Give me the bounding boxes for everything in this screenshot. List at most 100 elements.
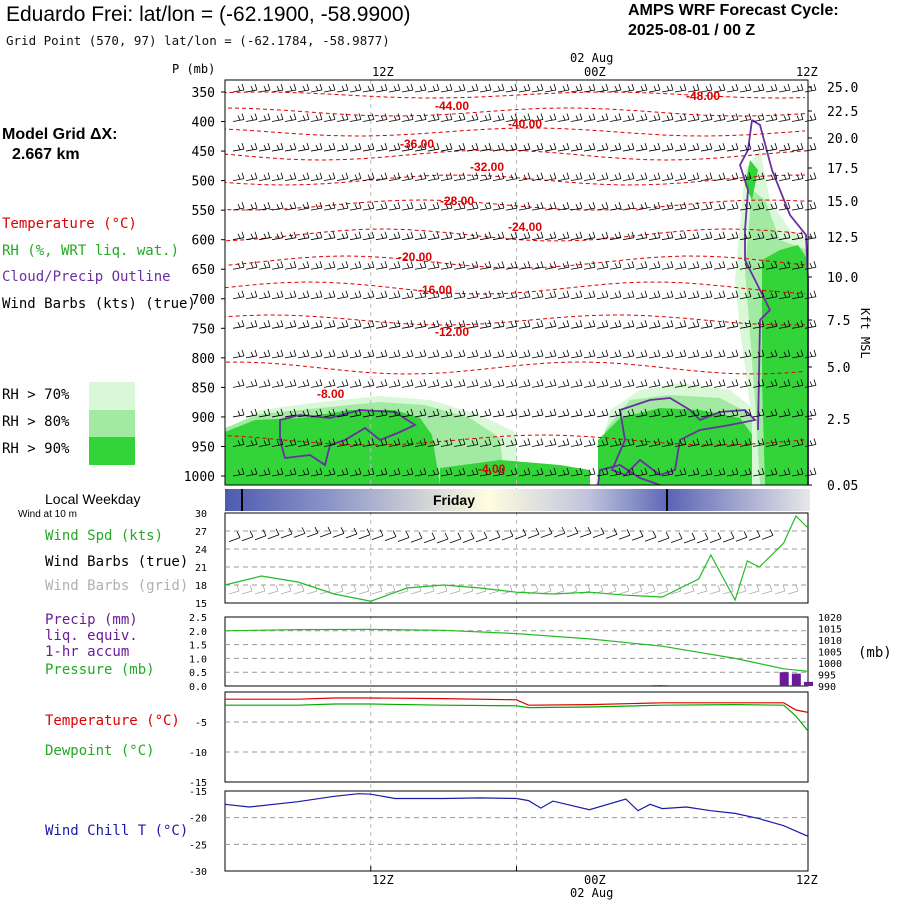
legend-rh90-label: RH > 90% [2,441,70,457]
precip-panel-tick-label: 0.5 [189,668,207,679]
height-tick-label: 7.5 [827,314,850,329]
isotherm-8 [224,281,806,295]
wind-barb-row-2 [232,142,817,152]
label-wind-barbs-grid: Wind Barbs (grid) [45,578,189,594]
wind-barb-row-4 [232,202,817,211]
wind-barb-row-11 [232,408,817,418]
windchill-panel-tick-label: -30 [189,867,207,878]
legend-cloud: Cloud/Precip Outline [2,269,171,285]
wind-speed-line [224,514,809,602]
windchill-panel-tick-label: -20 [189,814,207,825]
top-date-label: 02 Aug [570,51,614,65]
bottom-date-label: 02 Aug [570,886,614,900]
precip-bar [804,681,813,686]
grid-point-label: Grid Point (570, 97) lat/lon = (-62.1784… [6,33,390,48]
surface-barbs-grid [228,584,799,595]
temperature-panel-frame [224,691,809,783]
isotherm-label: -12.00 [435,325,469,339]
weekday-name: Friday [433,492,475,508]
isotherm-5 [224,199,806,211]
rh-region-9 [762,245,808,485]
wind-barb-row-13 [232,467,817,477]
precip-panel-tick-label: 1.0 [189,654,207,665]
pressure-tick-label: 600 [192,234,215,249]
height-tick-label: 22.5 [827,105,858,120]
rh-region-3 [440,460,590,485]
label-temperature: Temperature (°C) [45,713,180,729]
wind-panel-tick-label: 18 [195,581,207,592]
wind-barb-row-0 [232,83,817,93]
isotherm-label: -48.00 [686,89,720,103]
isotherm-label: -20.00 [398,250,432,264]
temperature-line [225,697,809,713]
wind-barb-row-9 [232,349,817,359]
precip-panel-tick-label: 2.5 [189,613,207,624]
pressure-tick-label: 700 [192,293,215,308]
isotherm-label: -8.00 [317,387,345,401]
height-tick-label: 2.5 [827,413,850,428]
legend-rh70-swatch [89,382,135,410]
station-title: Eduardo Frei: lat/lon = (-62.1900, -58.9… [6,3,411,26]
legend-rh70-label: RH > 70% [2,387,70,403]
pressure-tick-label: 990 [818,682,836,693]
isotherm-label: -32.00 [470,160,504,174]
wind-barb-row-6 [232,261,817,270]
isotherm-4 [224,174,806,186]
wind-panel-tick-label: 21 [195,563,207,574]
precip-bar [658,685,668,686]
model-grid-value: 2.667 km [12,146,80,163]
legend-rh90-swatch [89,437,135,465]
cross-section-frame [224,79,809,486]
top-tick-12z-b: 12Z [796,65,818,79]
isotherm-7 [224,255,806,269]
label-dewpoint: Dewpoint (°C) [45,743,155,759]
precip-bar [779,672,789,686]
wind-barb-row-12 [232,438,817,447]
cloud-outline-2 [597,464,661,486]
height-tick-label: 5.0 [827,361,850,376]
forecast-cycle-label: AMPS WRF Forecast Cycle: [628,2,839,19]
wind-barb-row-7 [232,290,817,300]
pressure-tick-label: 1005 [818,648,842,659]
wind-panel-tick-label: 15 [195,599,207,610]
weekday-bar [225,489,810,511]
pressure-tick-label: 500 [192,175,215,190]
isotherm-label: -36.00 [400,137,434,151]
height-tick-label: 0.05 [827,479,858,494]
pressure-tick-label: 400 [192,116,215,131]
label-wind-chill: Wind Chill T (°C) [45,823,189,839]
isotherm-label: -40.00 [508,117,542,131]
cloud-outline-1 [610,397,757,477]
height-tick-label: 17.5 [827,162,858,177]
isotherm-label: -4.00 [478,462,506,476]
pressure-tick-label: 350 [192,86,215,101]
temperature-panel-tick-label: -10 [189,748,207,759]
windchill-panel-tick-label: -25 [189,840,207,851]
isotherm-3 [224,149,806,161]
wind-barb-row-10 [232,379,817,388]
isotherm-6 [224,228,806,242]
pressure-tick-label: 850 [192,381,215,396]
height-tick-label: 10.0 [827,271,858,286]
bottom-tick-12z-b: 12Z [796,873,818,887]
pressure-tick-label: 800 [192,352,215,367]
isotherm-label: -44.00 [435,99,469,113]
cloud-outline-0 [279,409,417,467]
top-tick-12z-a: 12Z [372,65,394,79]
label-pressure: Pressure (mb) [45,662,155,678]
legend-rh80-swatch [89,410,135,438]
height-tick-label: 12.5 [827,231,858,246]
precip-bar [652,685,662,686]
isotherm-9 [224,314,806,326]
isotherm-1 [224,107,806,117]
isotherm-label: -16.00 [418,283,452,297]
wind-panel-frame [224,512,809,604]
isotherm-2 [224,127,806,137]
legend-rh: RH (%, WRT liq. wat.) [2,243,180,259]
wind-barb-row-3 [232,172,817,182]
legend-rh80-label: RH > 80% [2,414,70,430]
model-grid-label: Model Grid ΔX: [2,126,118,143]
pressure-tick-label: 1000 [184,470,215,485]
pressure-tick-label: 450 [192,145,215,160]
